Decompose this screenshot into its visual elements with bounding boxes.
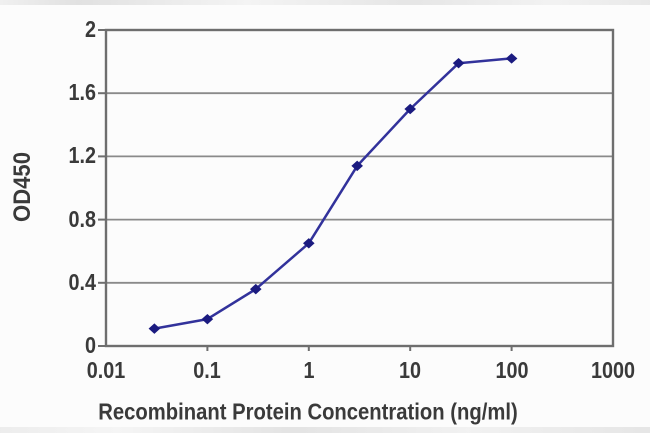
x-axis-title: Recombinant Protein Concentration (ng/ml… [98, 398, 518, 425]
x-tick-label: 0.1 [193, 357, 222, 383]
data-point-marker [148, 323, 161, 334]
data-point-marker [505, 53, 518, 64]
x-tick-label: 10 [399, 357, 422, 383]
data-point-marker [201, 313, 214, 325]
data-point-marker [351, 160, 363, 172]
x-tick-label: 0.01 [86, 357, 126, 383]
y-tick-label: 0 [84, 332, 96, 358]
y-tick-label: 2 [84, 16, 96, 42]
y-tick-label: 1.6 [68, 79, 96, 106]
y-tick-label: 0.8 [68, 205, 96, 232]
y-tick-label: 0.4 [68, 268, 96, 295]
data-point-marker [404, 103, 416, 115]
data-point-marker [249, 283, 262, 295]
x-tick-label: 1000 [590, 357, 635, 383]
y-axis-title: OD450 [9, 152, 36, 222]
data-point-marker [303, 238, 315, 249]
x-tick-label: 1 [303, 357, 315, 383]
x-tick-label: 100 [495, 357, 529, 383]
y-tick-label: 1.2 [68, 142, 96, 169]
series-line [153, 57, 513, 330]
plot-frame [104, 28, 615, 348]
data-point-marker [452, 57, 465, 69]
